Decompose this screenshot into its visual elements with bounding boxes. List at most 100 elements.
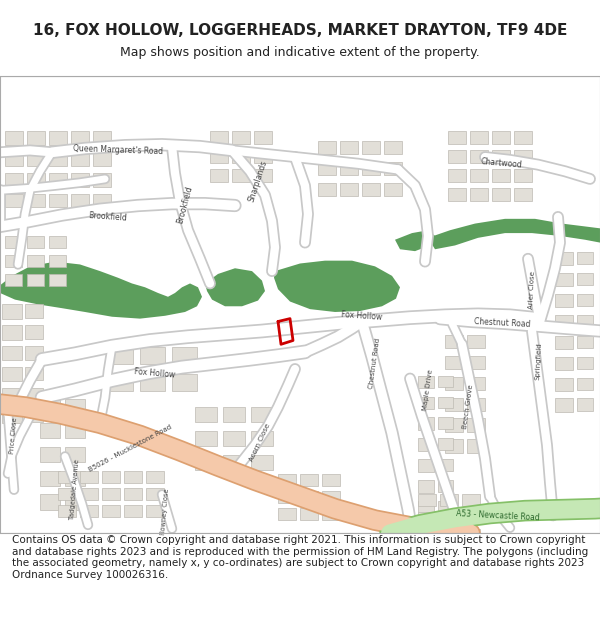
Bar [49,131,67,144]
Bar [25,367,43,381]
Bar [2,409,22,423]
Bar [362,141,380,154]
Bar [80,505,98,518]
Bar [25,325,43,339]
Bar [49,255,66,268]
Bar [254,151,272,162]
Bar [49,152,67,166]
Polygon shape [395,230,435,251]
Bar [5,255,22,268]
Bar [254,131,272,144]
Bar [445,335,463,348]
Bar [445,439,463,452]
Bar [210,131,228,144]
Bar [108,347,133,364]
Bar [467,335,485,348]
Bar [438,480,453,492]
Bar [172,347,197,364]
Bar [40,471,60,486]
Bar [492,151,510,162]
Bar [27,236,44,248]
Bar [232,151,250,162]
Bar [58,488,76,500]
Polygon shape [0,262,202,319]
Bar [25,388,43,401]
Bar [555,294,573,308]
Bar [223,431,245,446]
Bar [278,491,296,503]
Bar [5,274,22,286]
Bar [223,407,245,422]
Bar [577,273,593,286]
Bar [445,419,463,432]
Bar [418,480,434,492]
Bar [467,419,485,432]
Bar [492,131,510,144]
Bar [251,431,273,446]
Bar [448,151,466,162]
Bar [71,194,89,208]
Bar [108,374,133,391]
Text: Tadgedale Avenue: Tadgedale Avenue [70,459,80,520]
Text: Beech Grove: Beech Grove [462,384,474,429]
Bar [2,346,22,361]
Bar [467,356,485,369]
Bar [448,188,466,201]
Bar [340,162,358,175]
Bar [232,169,250,182]
Bar [93,131,111,144]
Bar [340,182,358,196]
Bar [27,274,44,286]
Bar [65,471,85,486]
Bar [470,151,488,162]
Bar [318,182,336,196]
Bar [438,376,453,387]
Bar [462,529,480,540]
Bar [514,151,532,162]
Bar [58,505,76,518]
Bar [438,459,453,471]
Bar [2,325,22,339]
Bar [577,294,593,306]
Text: 16, FOX HOLLOW, LOGGERHEADS, MARKET DRAYTON, TF9 4DE: 16, FOX HOLLOW, LOGGERHEADS, MARKET DRAY… [33,23,567,38]
Bar [440,529,458,540]
Bar [418,512,436,523]
Text: Sharplands: Sharplands [247,159,269,202]
Bar [49,194,67,208]
Bar [5,236,22,248]
Bar [467,377,485,390]
Bar [577,315,593,328]
Bar [27,131,45,144]
Bar [577,252,593,264]
Bar [49,236,66,248]
Bar [555,315,573,328]
Bar [362,182,380,196]
Bar [5,173,23,186]
Bar [5,194,23,208]
Bar [65,447,85,462]
Bar [25,409,43,422]
Text: Brookfield: Brookfield [176,185,194,224]
Bar [467,398,485,411]
Bar [251,407,273,422]
Bar [2,367,22,381]
Bar [102,505,120,518]
Text: Springfield: Springfield [534,342,542,381]
Text: Map shows position and indicative extent of the property.: Map shows position and indicative extent… [120,46,480,59]
Bar [2,304,22,319]
Bar [438,397,453,408]
Bar [470,188,488,201]
Text: Acorn Close: Acorn Close [248,422,271,462]
Bar [27,255,44,268]
Bar [40,447,60,462]
Bar [555,378,573,391]
Bar [71,131,89,144]
Bar [27,152,45,166]
Bar [322,474,340,486]
Bar [278,508,296,520]
Bar [40,399,60,414]
Bar [462,512,480,523]
Bar [102,488,120,500]
Bar [300,474,318,486]
Bar [140,374,165,391]
